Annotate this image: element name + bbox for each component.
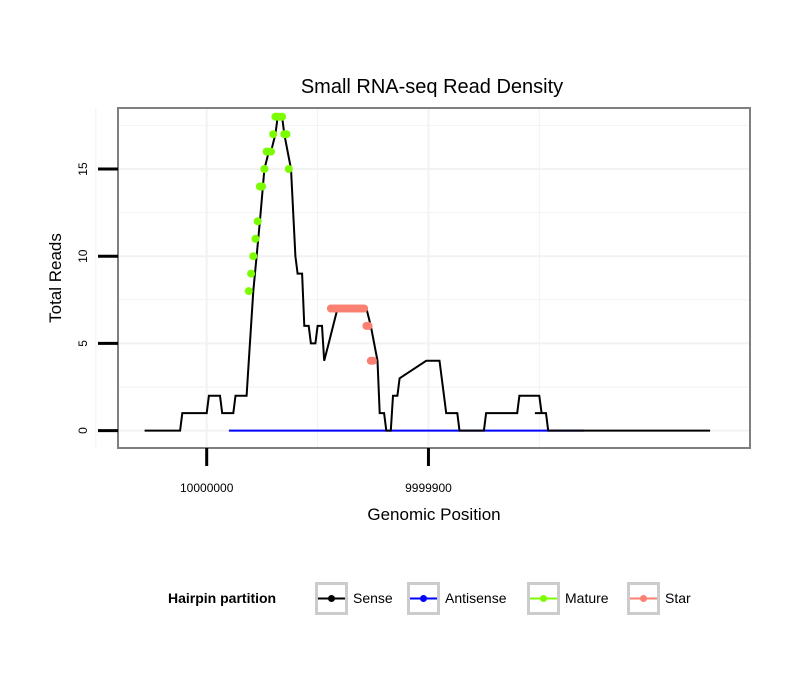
y-tick-label: 0 <box>76 427 90 434</box>
plot-panel <box>95 107 751 449</box>
y-axis-label: Total Reads <box>46 233 65 323</box>
legend-entry-antisense: Antisense <box>407 582 507 615</box>
legend-label-antisense: Antisense <box>445 590 507 606</box>
panel-border <box>117 107 751 449</box>
data-point-mature <box>244 287 253 296</box>
data-point-mature <box>251 234 260 243</box>
data-point-mature <box>282 130 291 139</box>
series-star <box>326 304 377 365</box>
legend-title: Hairpin partition <box>168 590 276 606</box>
legend-key-point-sense <box>328 595 335 602</box>
data-point-mature <box>249 252 258 261</box>
series-layer <box>144 112 711 432</box>
series-mature <box>244 112 293 296</box>
legend-key-point-antisense <box>420 595 427 602</box>
legend-key-point-mature <box>540 595 547 602</box>
data-point-mature <box>269 130 278 139</box>
data-point-mature <box>253 217 262 226</box>
grid-minor <box>95 108 750 448</box>
data-point-star <box>364 321 373 330</box>
data-point-mature <box>247 269 256 278</box>
x-axis-label: Genomic Position <box>367 505 500 524</box>
legend-label-mature: Mature <box>565 590 609 606</box>
data-point-mature <box>267 147 275 156</box>
legend-entry-mature: Mature <box>527 582 609 615</box>
legend-label-star: Star <box>665 590 691 606</box>
x-tick-label: 10000000 <box>180 481 234 495</box>
data-point-mature <box>258 182 267 191</box>
y-tick-label: 10 <box>76 249 90 263</box>
legend-entries: Sense Antisense Mature Star <box>315 582 691 615</box>
panel-background <box>118 108 750 448</box>
legend-entry-star: Star <box>627 582 691 615</box>
legend-key-point-star <box>640 595 647 602</box>
data-point-mature <box>278 112 287 121</box>
x-axis: 10000000 9999900 <box>180 448 452 495</box>
y-tick-label: 5 <box>76 340 90 347</box>
legend-entry-sense: Sense <box>315 582 393 615</box>
data-point-star <box>360 304 369 313</box>
data-point-mature <box>260 165 269 173</box>
grid-major <box>118 108 750 448</box>
chart-title: Small RNA-seq Read Density <box>301 76 563 98</box>
legend: Hairpin partition Sense Antisense Mature St… <box>168 582 691 615</box>
y-axis: 0 5 10 15 <box>76 162 118 434</box>
legend-label-sense: Sense <box>353 590 393 606</box>
x-tick-label: 9999900 <box>405 481 452 495</box>
y-tick-label: 15 <box>76 162 90 176</box>
data-point-star <box>369 356 377 365</box>
data-point-mature <box>284 165 293 173</box>
